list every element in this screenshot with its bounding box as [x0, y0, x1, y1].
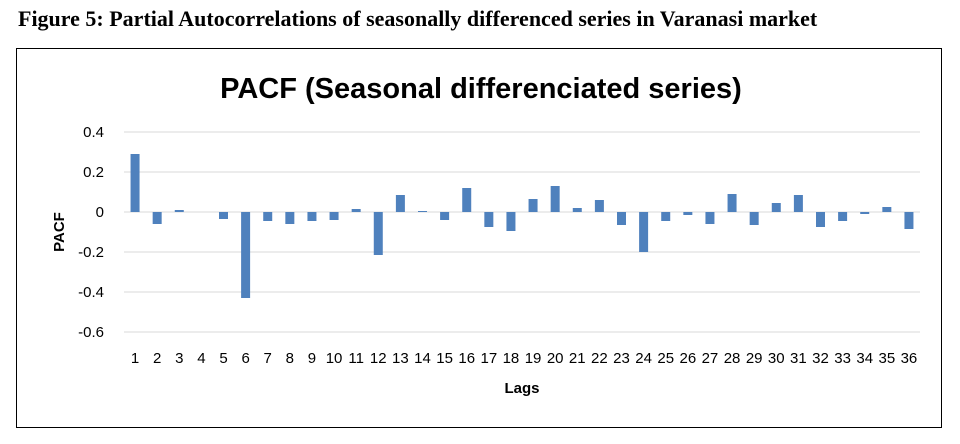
x-tick-label: 19 [525, 350, 542, 367]
bar-lag-9 [307, 212, 317, 221]
bar-lag-29 [749, 212, 759, 225]
x-tick-label: 3 [175, 350, 183, 367]
bar-lag-33 [838, 212, 848, 221]
bar-lag-19 [528, 199, 538, 212]
x-tick-label: 26 [679, 350, 696, 367]
y-tick-label: -0.4 [78, 284, 104, 301]
bar-lag-17 [484, 212, 494, 227]
bar-lag-26 [683, 212, 693, 215]
bar-lag-18 [506, 212, 516, 231]
x-tick-label: 12 [370, 350, 387, 367]
y-tick-label: -0.6 [78, 324, 104, 341]
bar-lag-11 [351, 209, 361, 212]
bar-lag-5 [219, 212, 228, 219]
bar-lag-22 [594, 200, 604, 212]
figure-caption: Figure 5: Partial Autocorrelations of se… [18, 6, 818, 31]
bar-lag-16 [462, 188, 472, 212]
x-tick-label: 20 [547, 350, 564, 367]
x-tick-label: 33 [834, 350, 851, 367]
x-tick-label: 6 [241, 350, 249, 367]
x-tick-label: 10 [326, 350, 343, 367]
y-tick-label: 0 [96, 204, 104, 221]
bar-lag-12 [373, 212, 383, 255]
bar-lag-15 [440, 212, 450, 220]
y-tick-label: 0.4 [83, 124, 104, 141]
x-tick-label: 31 [790, 350, 807, 367]
bar-lag-21 [572, 208, 582, 212]
y-axis-ticks: 0.4 0.2 0 -0.2 -0.4 -0.6 [78, 124, 104, 341]
bar-lag-24 [639, 212, 649, 252]
x-tick-label: 2 [153, 350, 161, 367]
x-axis-ticks: 1 2 3 4 5 6 7 8 9 10 11 12 13 14 15 16 17 18 19 20 21 22 23 24 2… [131, 350, 917, 367]
x-tick-label: 23 [613, 350, 630, 367]
bar-lag-28 [727, 194, 737, 212]
bar-lag-34 [860, 212, 870, 214]
x-tick-label: 22 [591, 350, 608, 367]
x-tick-label: 32 [812, 350, 829, 367]
x-tick-label: 16 [458, 350, 475, 367]
x-tick-label: 14 [414, 350, 431, 367]
x-tick-label: 1 [131, 350, 139, 367]
bar-lag-10 [329, 212, 339, 220]
bar-lag-14 [418, 211, 427, 212]
bar-lag-25 [661, 212, 671, 221]
bar-lag-27 [705, 212, 715, 224]
x-tick-label: 7 [264, 350, 272, 367]
bar-lag-1 [130, 154, 140, 212]
bar-lag-20 [550, 186, 560, 212]
y-axis-title: PACF [51, 212, 68, 252]
bar-lag-8 [285, 212, 295, 224]
x-tick-label: 4 [197, 350, 205, 367]
bar-lag-31 [793, 195, 803, 212]
x-tick-label: 24 [635, 350, 652, 367]
x-tick-label: 29 [746, 350, 763, 367]
x-tick-label: 36 [901, 350, 918, 367]
bar-lag-2 [152, 212, 162, 224]
chart-frame [16, 48, 942, 428]
x-tick-label: 25 [657, 350, 674, 367]
bar-lag-30 [771, 203, 781, 212]
y-tick-label: -0.2 [78, 244, 104, 261]
bars [130, 154, 914, 298]
x-tick-label: 11 [348, 350, 364, 367]
bar-lag-36 [904, 212, 914, 229]
bar-lag-13 [395, 195, 405, 212]
bar-lag-7 [263, 212, 273, 221]
bar-lag-23 [617, 212, 626, 225]
bar-lag-32 [816, 212, 825, 227]
x-tick-label: 30 [768, 350, 785, 367]
bar-lag-6 [241, 212, 251, 298]
gridlines [124, 131, 920, 333]
bar-lag-35 [882, 207, 892, 212]
x-tick-label: 27 [702, 350, 719, 367]
x-tick-label: 5 [219, 350, 227, 367]
x-tick-label: 34 [856, 350, 873, 367]
y-tick-label: 0.2 [83, 164, 104, 181]
bar-lag-3 [174, 210, 184, 212]
x-tick-label: 28 [724, 350, 741, 367]
x-tick-label: 17 [480, 350, 497, 367]
x-tick-label: 13 [392, 350, 409, 367]
x-tick-label: 9 [308, 350, 316, 367]
x-tick-label: 15 [436, 350, 453, 367]
x-tick-label: 35 [878, 350, 895, 367]
x-tick-label: 21 [569, 350, 586, 367]
x-axis-title: Lags [504, 380, 539, 397]
chart-title: PACF (Seasonal differenciated series) [220, 73, 742, 105]
x-tick-label: 18 [503, 350, 520, 367]
x-tick-label: 8 [286, 350, 294, 367]
